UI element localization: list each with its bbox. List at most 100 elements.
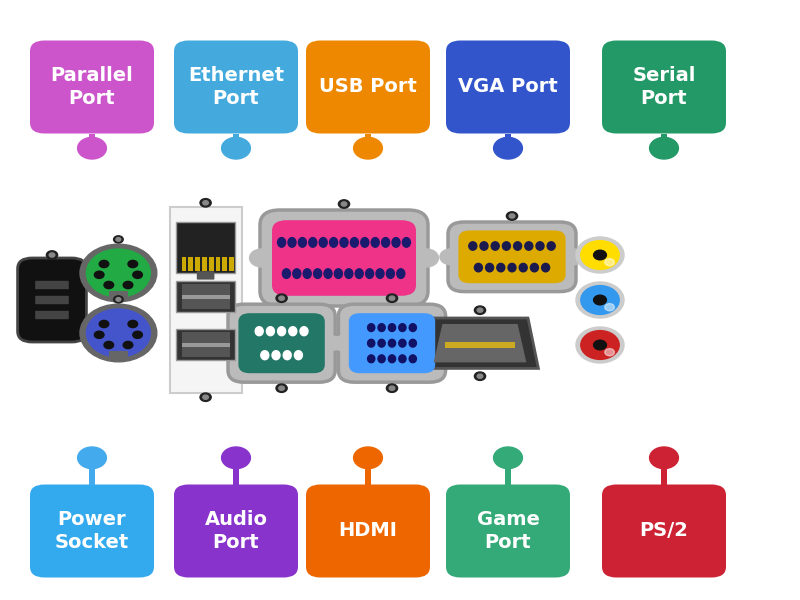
Ellipse shape xyxy=(294,350,302,359)
FancyBboxPatch shape xyxy=(448,222,576,292)
Ellipse shape xyxy=(330,238,338,247)
FancyBboxPatch shape xyxy=(228,304,335,382)
Ellipse shape xyxy=(525,242,533,250)
Circle shape xyxy=(386,294,398,302)
Ellipse shape xyxy=(398,340,406,347)
Text: VGA Port: VGA Port xyxy=(458,77,558,97)
FancyBboxPatch shape xyxy=(238,313,325,373)
Circle shape xyxy=(222,137,250,159)
FancyBboxPatch shape xyxy=(35,296,69,304)
Ellipse shape xyxy=(350,238,358,247)
Circle shape xyxy=(494,447,522,469)
Ellipse shape xyxy=(272,350,280,359)
Ellipse shape xyxy=(502,242,510,250)
Circle shape xyxy=(581,241,619,269)
Polygon shape xyxy=(434,324,526,362)
FancyBboxPatch shape xyxy=(272,220,416,296)
Ellipse shape xyxy=(334,269,342,278)
Circle shape xyxy=(86,309,150,357)
Circle shape xyxy=(128,260,138,268)
Text: USB Port: USB Port xyxy=(319,77,417,97)
Circle shape xyxy=(200,393,211,401)
Ellipse shape xyxy=(382,238,390,247)
FancyBboxPatch shape xyxy=(602,40,726,133)
FancyBboxPatch shape xyxy=(306,485,430,577)
Circle shape xyxy=(80,304,157,362)
Ellipse shape xyxy=(261,350,269,359)
Circle shape xyxy=(202,395,208,400)
Ellipse shape xyxy=(480,242,488,250)
FancyBboxPatch shape xyxy=(446,485,570,577)
FancyBboxPatch shape xyxy=(349,313,435,373)
Ellipse shape xyxy=(497,263,505,272)
Text: Game
Port: Game Port xyxy=(477,510,539,552)
Ellipse shape xyxy=(508,263,516,272)
Circle shape xyxy=(477,374,483,378)
Circle shape xyxy=(389,386,395,391)
Circle shape xyxy=(440,249,461,265)
Ellipse shape xyxy=(255,326,263,335)
Ellipse shape xyxy=(309,238,317,247)
Circle shape xyxy=(94,331,104,338)
Circle shape xyxy=(116,238,121,241)
Ellipse shape xyxy=(536,242,544,250)
Circle shape xyxy=(99,260,109,268)
Circle shape xyxy=(99,320,109,328)
Ellipse shape xyxy=(474,263,482,272)
Ellipse shape xyxy=(298,238,306,247)
Text: Power
Socket: Power Socket xyxy=(55,510,129,552)
Circle shape xyxy=(477,308,483,312)
Bar xyxy=(195,257,200,271)
Text: Parallel
Port: Parallel Port xyxy=(50,66,134,108)
Circle shape xyxy=(123,281,133,289)
Ellipse shape xyxy=(389,340,396,347)
Circle shape xyxy=(50,253,54,257)
Circle shape xyxy=(474,372,486,380)
Ellipse shape xyxy=(530,263,538,272)
FancyBboxPatch shape xyxy=(35,311,69,319)
Circle shape xyxy=(581,286,619,314)
FancyBboxPatch shape xyxy=(602,485,726,577)
FancyBboxPatch shape xyxy=(30,485,154,577)
Bar xyxy=(445,342,515,348)
FancyBboxPatch shape xyxy=(182,332,230,357)
Circle shape xyxy=(354,137,382,159)
Bar xyxy=(216,257,221,271)
Circle shape xyxy=(576,237,624,273)
Ellipse shape xyxy=(398,355,406,362)
Ellipse shape xyxy=(367,340,374,347)
Bar xyxy=(365,458,371,485)
Ellipse shape xyxy=(283,350,291,359)
Circle shape xyxy=(278,386,285,391)
Text: Serial
Port: Serial Port xyxy=(632,66,696,108)
FancyBboxPatch shape xyxy=(170,207,242,393)
Bar xyxy=(505,133,511,148)
Circle shape xyxy=(506,212,518,220)
Ellipse shape xyxy=(386,269,394,278)
Bar xyxy=(202,257,206,271)
Circle shape xyxy=(576,282,624,318)
Circle shape xyxy=(576,327,624,363)
Circle shape xyxy=(278,296,285,300)
Circle shape xyxy=(114,236,123,243)
Ellipse shape xyxy=(314,269,322,278)
Circle shape xyxy=(650,447,678,469)
Circle shape xyxy=(133,271,142,278)
Circle shape xyxy=(46,251,58,259)
Ellipse shape xyxy=(469,242,477,250)
Circle shape xyxy=(222,336,241,350)
Ellipse shape xyxy=(289,326,297,335)
FancyBboxPatch shape xyxy=(109,291,128,298)
Ellipse shape xyxy=(340,238,348,247)
Ellipse shape xyxy=(361,238,369,247)
Ellipse shape xyxy=(409,340,417,347)
Circle shape xyxy=(414,249,438,267)
Ellipse shape xyxy=(376,269,384,278)
Ellipse shape xyxy=(486,263,494,272)
Text: Audio
Port: Audio Port xyxy=(205,510,267,552)
Bar xyxy=(189,257,194,271)
Bar xyxy=(182,257,186,271)
FancyBboxPatch shape xyxy=(109,351,128,358)
Ellipse shape xyxy=(355,269,363,278)
Bar xyxy=(89,458,95,485)
